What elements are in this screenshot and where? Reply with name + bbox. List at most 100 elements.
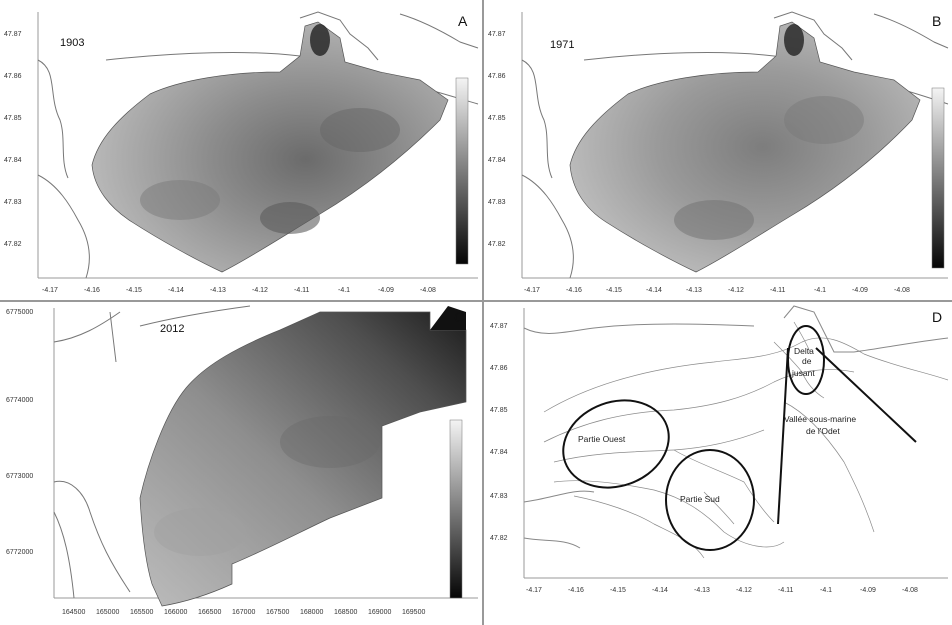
bathymetry-area	[139, 311, 467, 607]
x-tick-label: 169000	[368, 609, 391, 616]
y-tick-label: 47.86	[488, 73, 506, 80]
y-tick-label: 47.86	[4, 73, 22, 80]
y-tick-label: 6772000	[6, 549, 33, 556]
x-tick-label: 167000	[232, 609, 255, 616]
coastline	[523, 305, 949, 549]
zone-label-delta-3: jusant	[791, 368, 815, 378]
x-tick-label: -4.08	[894, 287, 910, 294]
panel-year: 1971	[550, 39, 574, 51]
zone-label-partie-ouest: Partie Ouest	[578, 434, 626, 444]
x-tick-label: -4.11	[770, 287, 786, 294]
zone-partie-ouest-outline	[562, 399, 670, 489]
x-tick-label: 164500	[62, 609, 85, 616]
x-tick-label: -4.17	[524, 287, 540, 294]
x-tick-label: 165000	[96, 609, 119, 616]
y-tick-label: 47.82	[490, 535, 508, 542]
y-axis: 6775000 6774000 6773000 6772000	[6, 309, 33, 556]
x-axis: -4.17 -4.16 -4.15 -4.14 -4.13 -4.12 -4.1…	[526, 587, 918, 594]
x-tick-label: -4.15	[606, 287, 622, 294]
x-tick-label: -4.1	[338, 287, 350, 294]
y-tick-label: 47.85	[490, 407, 508, 414]
x-tick-label: -4.16	[566, 287, 582, 294]
horizontal-divider	[0, 300, 952, 302]
x-tick-label: -4.13	[210, 287, 226, 294]
x-tick-label: -4.1	[820, 587, 832, 594]
x-tick-label: -4.14	[168, 287, 184, 294]
x-tick-label: -4.13	[694, 587, 710, 594]
x-axis: -4.17 -4.16 -4.15 -4.14 -4.13 -4.12 -4.1…	[524, 287, 910, 294]
x-tick-label: 168500	[334, 609, 357, 616]
x-tick-label: -4.12	[252, 287, 268, 294]
panel-b: 1971 B 47.87 47.86 47.85 47.84 47.83 47.…	[484, 0, 952, 300]
x-tick-label: -4.17	[42, 287, 58, 294]
x-tick-label: -4.1	[814, 287, 826, 294]
y-tick-label: 47.87	[4, 31, 22, 38]
panel-letter: C	[454, 309, 464, 325]
panel-c-map: 2012 C 6775000 6774000 6773000 6772000 1…	[6, 305, 478, 616]
vertical-divider	[482, 0, 484, 625]
x-tick-label: -4.13	[686, 287, 702, 294]
zone-label-vallee-1: Vallée sous-marine	[784, 414, 856, 424]
x-tick-label: -4.15	[126, 287, 142, 294]
y-tick-label: 47.86	[490, 365, 508, 372]
zone-label-partie-sud: Partie Sud	[680, 494, 720, 504]
x-tick-label: 165500	[130, 609, 153, 616]
panel-letter: D	[932, 309, 942, 325]
y-tick-label: 6775000	[6, 309, 33, 316]
y-tick-label: 47.85	[4, 115, 22, 122]
zone-vallee-outline	[777, 347, 917, 525]
panel-letter: A	[458, 13, 468, 29]
panel-year: 2012	[160, 323, 184, 335]
y-axis: 47.87 47.86 47.85 47.84 47.83 47.82	[4, 31, 22, 248]
x-tick-label: -4.16	[84, 287, 100, 294]
x-tick-label: -4.14	[646, 287, 662, 294]
y-tick-label: 6773000	[6, 473, 33, 480]
y-axis: 47.87 47.86 47.85 47.84 47.83 47.82	[488, 31, 506, 248]
y-tick-label: 6774000	[6, 397, 33, 404]
y-tick-label: 47.84	[490, 449, 508, 456]
x-tick-label: -4.09	[852, 287, 868, 294]
x-tick-label: 168000	[300, 609, 323, 616]
x-tick-label: -4.14	[652, 587, 668, 594]
x-tick-label: -4.08	[420, 287, 436, 294]
y-axis: 47.87 47.86 47.85 47.84 47.83 47.82	[490, 323, 508, 542]
x-axis: -4.17 -4.16 -4.15 -4.14 -4.13 -4.12 -4.1…	[42, 287, 436, 294]
panel-a: 1903 A 47.87 47.86 47.85 47.84 47.83 47.…	[0, 0, 482, 300]
x-axis: 164500 165000 165500 166000 166500 16700…	[62, 609, 425, 616]
y-tick-label: 47.87	[488, 31, 506, 38]
x-tick-label: 166500	[198, 609, 221, 616]
panel-a-map: 1903 A 47.87 47.86 47.85 47.84 47.83 47.…	[4, 11, 479, 294]
y-tick-label: 47.84	[488, 157, 506, 164]
zone-partie-sud-outline	[665, 449, 755, 551]
y-tick-label: 47.85	[488, 115, 506, 122]
y-tick-label: 47.82	[488, 241, 506, 248]
x-tick-label: 166000	[164, 609, 187, 616]
panel-d-map: Partie Ouest Partie Sud Delta de jusant …	[490, 305, 949, 594]
y-tick-label: 47.83	[488, 199, 506, 206]
x-tick-label: -4.17	[526, 587, 542, 594]
x-tick-label: 167500	[266, 609, 289, 616]
panel-c: 2012 C 6775000 6774000 6773000 6772000 1…	[0, 302, 482, 625]
x-tick-label: 169500	[402, 609, 425, 616]
bathymetry-area	[569, 21, 921, 273]
x-tick-label: -4.12	[728, 287, 744, 294]
coastline	[53, 305, 251, 599]
x-tick-label: -4.09	[378, 287, 394, 294]
zone-label-delta-1: Delta	[794, 346, 814, 356]
y-tick-label: 47.83	[490, 493, 508, 500]
y-tick-label: 47.87	[490, 323, 508, 330]
panel-year: 1903	[60, 37, 84, 49]
x-tick-label: -4.09	[860, 587, 876, 594]
x-tick-label: -4.11	[778, 587, 794, 594]
x-tick-label: -4.11	[294, 287, 310, 294]
x-tick-label: -4.12	[736, 587, 752, 594]
x-tick-label: -4.08	[902, 587, 918, 594]
zone-label-vallee-2: de l'Odet	[806, 426, 840, 436]
panel-letter: B	[932, 13, 941, 29]
zone-label-delta-2: de	[802, 356, 812, 366]
x-tick-label: -4.16	[568, 587, 584, 594]
panel-b-map: 1971 B 47.87 47.86 47.85 47.84 47.83 47.…	[488, 11, 949, 294]
y-tick-label: 47.83	[4, 199, 22, 206]
x-tick-label: -4.15	[610, 587, 626, 594]
y-tick-label: 47.82	[4, 241, 22, 248]
